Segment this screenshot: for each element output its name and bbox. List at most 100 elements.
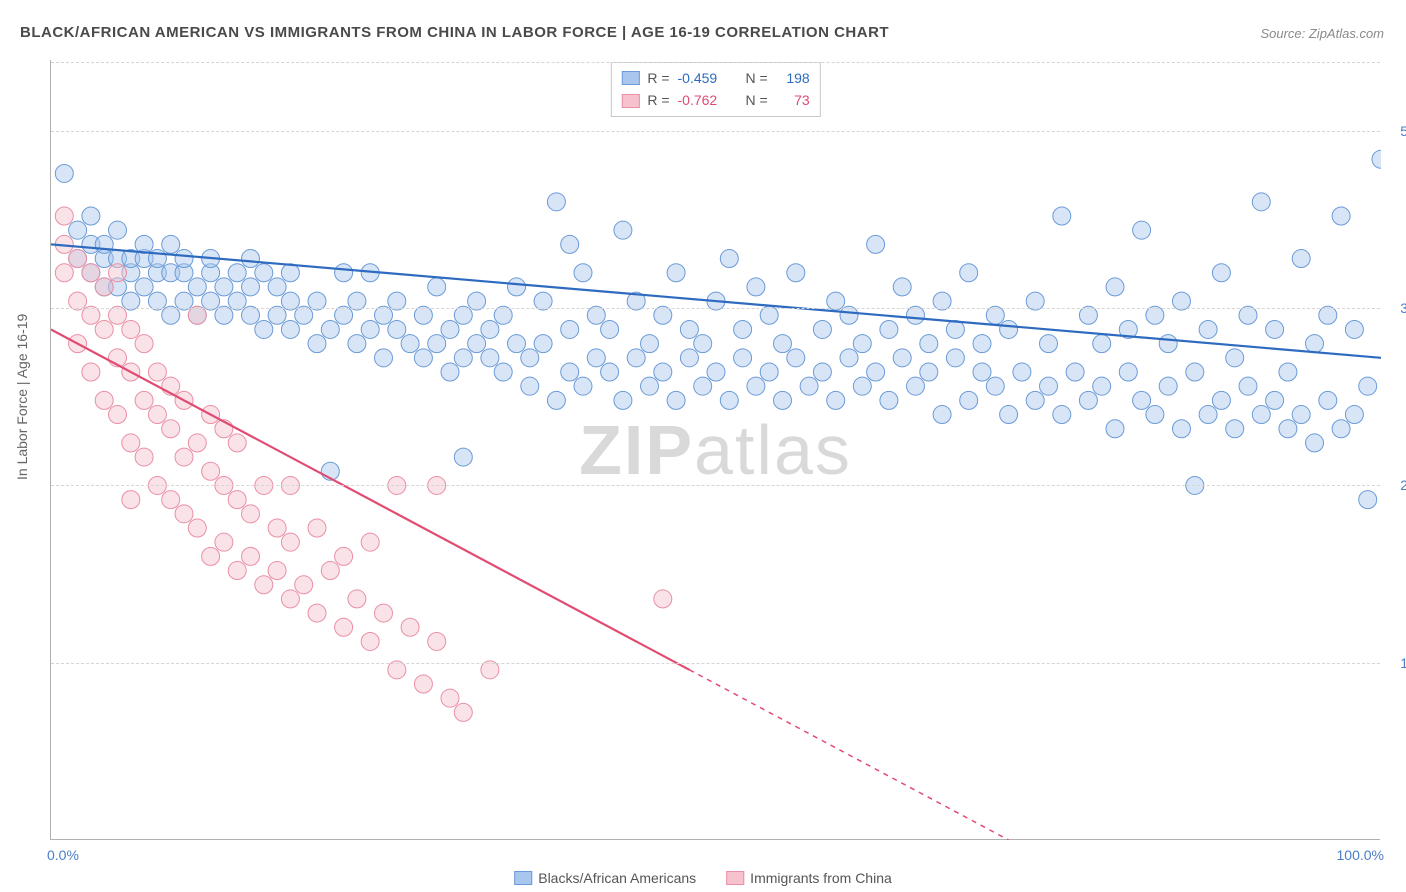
- scatter-point: [880, 391, 898, 409]
- scatter-point: [1106, 278, 1124, 296]
- scatter-point: [1306, 335, 1324, 353]
- scatter-point: [787, 349, 805, 367]
- scatter-point: [774, 335, 792, 353]
- scatter-point: [601, 363, 619, 381]
- scatter-point: [55, 164, 73, 182]
- scatter-point: [853, 335, 871, 353]
- scatter-point: [335, 547, 353, 565]
- scatter-point: [1199, 320, 1217, 338]
- scatter-point: [335, 264, 353, 282]
- scatter-point: [1053, 207, 1071, 225]
- scatter-point: [893, 349, 911, 367]
- scatter-point: [641, 377, 659, 395]
- scatter-point: [135, 335, 153, 353]
- scatter-point: [348, 335, 366, 353]
- scatter-point: [1093, 377, 1111, 395]
- scatter-point: [840, 349, 858, 367]
- scatter-point: [109, 406, 127, 424]
- y-tick-label: 12.5%: [1390, 655, 1406, 671]
- scatter-point: [441, 689, 459, 707]
- scatter-point: [95, 391, 113, 409]
- stats-row: R =-0.459N =198: [621, 67, 809, 89]
- scatter-point: [1292, 250, 1310, 268]
- scatter-point: [1372, 150, 1381, 168]
- scatter-point: [188, 434, 206, 452]
- gridline: [51, 308, 1380, 309]
- scatter-point: [175, 250, 193, 268]
- x-tick-min: 0.0%: [47, 847, 79, 863]
- scatter-point: [308, 519, 326, 537]
- scatter-point: [946, 349, 964, 367]
- gridline: [51, 131, 1380, 132]
- scatter-point: [720, 391, 738, 409]
- scatter-point: [228, 434, 246, 452]
- scatter-point: [1066, 363, 1084, 381]
- scatter-point: [614, 391, 632, 409]
- scatter-point: [148, 363, 166, 381]
- scatter-point: [1079, 391, 1097, 409]
- scatter-point: [228, 491, 246, 509]
- scatter-point: [867, 235, 885, 253]
- correlation-chart: BLACK/AFRICAN AMERICAN VS IMMIGRANTS FRO…: [0, 0, 1406, 892]
- scatter-point: [1159, 335, 1177, 353]
- stats-row: R =-0.762N =73: [621, 89, 809, 111]
- scatter-point: [561, 363, 579, 381]
- scatter-point: [1359, 377, 1377, 395]
- scatter-point: [215, 278, 233, 296]
- scatter-point: [148, 406, 166, 424]
- y-axis-label: In Labor Force | Age 16-19: [14, 314, 30, 480]
- scatter-point: [880, 320, 898, 338]
- scatter-point: [1199, 406, 1217, 424]
- chart-title: BLACK/AFRICAN AMERICAN VS IMMIGRANTS FRO…: [20, 24, 889, 41]
- scatter-point: [242, 547, 260, 565]
- scatter-point: [893, 278, 911, 296]
- scatter-point: [973, 335, 991, 353]
- scatter-point: [1252, 193, 1270, 211]
- scatter-point: [428, 632, 446, 650]
- gridline: [51, 663, 1380, 664]
- stat-r-value: -0.459: [678, 67, 730, 89]
- scatter-point: [1252, 406, 1270, 424]
- scatter-point: [587, 349, 605, 367]
- scatter-point: [680, 320, 698, 338]
- scatter-point: [986, 377, 1004, 395]
- scatter-point: [135, 235, 153, 253]
- scatter-point: [494, 363, 512, 381]
- scatter-point: [694, 377, 712, 395]
- scatter-point: [162, 235, 180, 253]
- scatter-point: [1000, 406, 1018, 424]
- scatter-point: [135, 448, 153, 466]
- scatter-point: [627, 349, 645, 367]
- scatter-point: [946, 320, 964, 338]
- stat-n-label: N =: [746, 89, 768, 111]
- scatter-point: [122, 320, 140, 338]
- y-tick-label: 50.0%: [1390, 123, 1406, 139]
- scatter-point: [375, 349, 393, 367]
- scatter-point: [361, 320, 379, 338]
- scatter-point: [960, 391, 978, 409]
- legend-swatch: [621, 94, 639, 108]
- scatter-point: [734, 320, 752, 338]
- scatter-point: [960, 264, 978, 282]
- scatter-point: [1266, 320, 1284, 338]
- plot-area: ZIPatlas R =-0.459N =198R =-0.762N =73 0…: [50, 60, 1380, 840]
- scatter-point: [641, 335, 659, 353]
- scatter-point: [654, 363, 672, 381]
- scatter-point: [441, 363, 459, 381]
- scatter-point: [69, 250, 87, 268]
- scatter-point: [188, 278, 206, 296]
- scatter-point: [1306, 434, 1324, 452]
- plot-svg: [51, 60, 1381, 840]
- legend-label: Immigrants from China: [750, 870, 892, 886]
- stats-box: R =-0.459N =198R =-0.762N =73: [610, 62, 820, 117]
- scatter-point: [1173, 420, 1191, 438]
- scatter-point: [973, 363, 991, 381]
- scatter-point: [1146, 406, 1164, 424]
- scatter-point: [361, 632, 379, 650]
- scatter-point: [428, 335, 446, 353]
- scatter-point: [454, 448, 472, 466]
- scatter-point: [481, 349, 499, 367]
- x-tick-max: 100.0%: [1337, 847, 1384, 863]
- scatter-point: [1040, 335, 1058, 353]
- scatter-point: [734, 349, 752, 367]
